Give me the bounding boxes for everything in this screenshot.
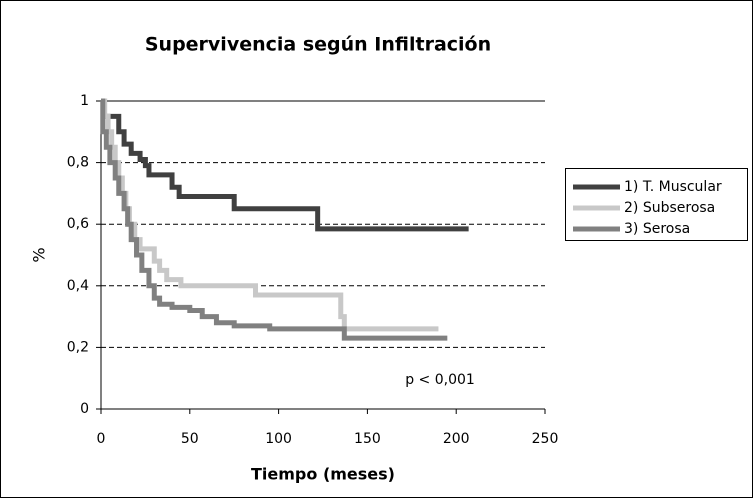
y-tick-label: 1 [80, 93, 89, 109]
x-tick-label: 50 [181, 431, 199, 447]
legend-label: 3) Serosa [624, 221, 690, 237]
x-tick-label: 250 [532, 431, 559, 447]
legend-label: 1) T. Muscular [624, 179, 722, 195]
annotation: p < 0,001 [405, 372, 475, 388]
series-line [100, 98, 448, 341]
y-tick-label: 0,6 [67, 216, 89, 232]
y-tick-label: 0,8 [67, 155, 89, 171]
y-axis-label: % [30, 247, 49, 262]
chart-title: Supervivencia según Infiltración [145, 34, 491, 56]
x-tick-label: 200 [443, 431, 470, 447]
x-tick-label: 100 [265, 431, 292, 447]
y-tick-label: 0,2 [67, 339, 89, 355]
x-axis-label: Tiempo (meses) [251, 465, 395, 484]
x-tick-label: 0 [97, 431, 106, 447]
series-line [101, 98, 439, 332]
series-line [101, 98, 469, 232]
legend-label: 2) Subserosa [624, 200, 715, 216]
y-tick-label: 0 [80, 401, 89, 417]
y-tick-label: 0,4 [67, 278, 89, 294]
x-tick-label: 150 [354, 431, 381, 447]
